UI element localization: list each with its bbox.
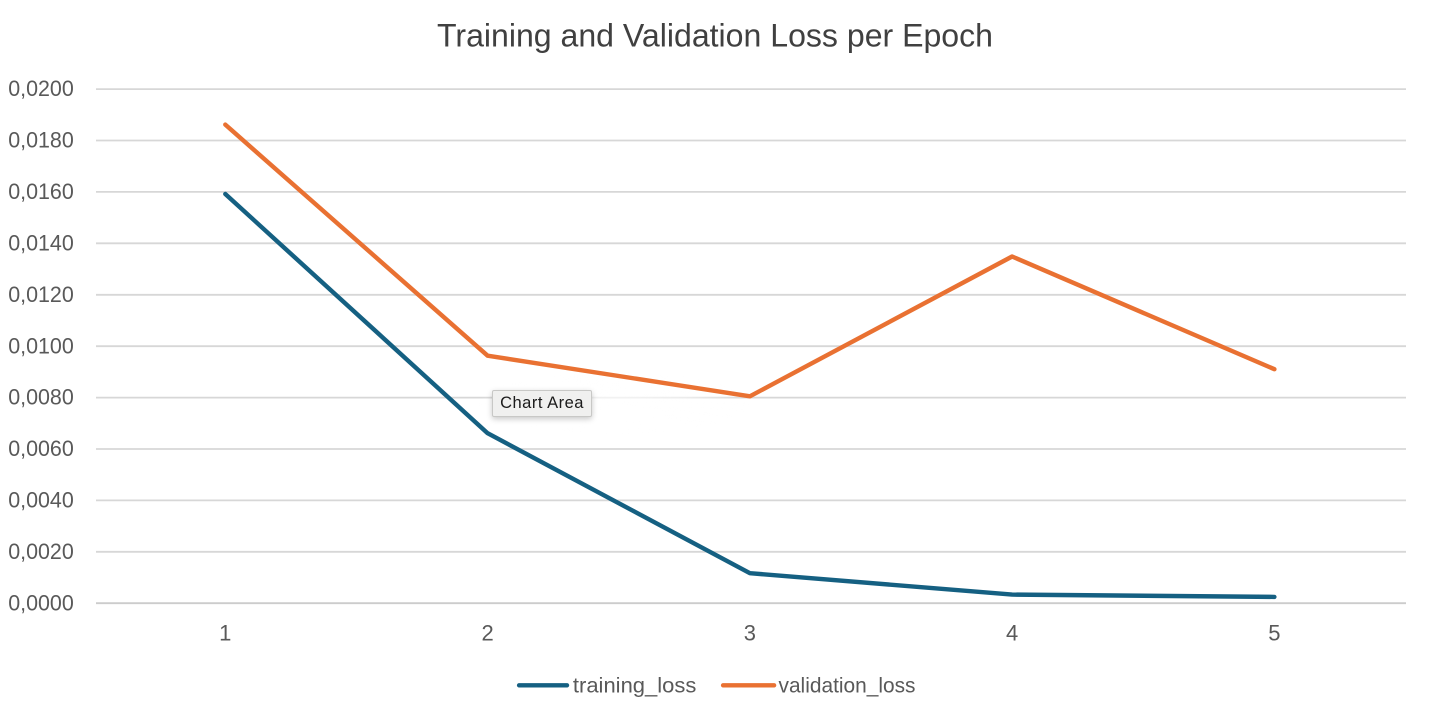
- svg-text:0,0000: 0,0000: [8, 590, 74, 615]
- svg-text:0,0160: 0,0160: [8, 179, 74, 204]
- svg-text:Training and Validation Loss p: Training and Validation Loss per Epoch: [437, 17, 993, 54]
- svg-text:0,0020: 0,0020: [8, 539, 74, 564]
- svg-text:0,0200: 0,0200: [8, 76, 74, 101]
- svg-text:0,0180: 0,0180: [8, 128, 74, 153]
- svg-text:3: 3: [744, 621, 756, 646]
- svg-text:training_loss: training_loss: [573, 675, 697, 698]
- svg-text:validation_loss: validation_loss: [779, 675, 916, 698]
- svg-text:0,0120: 0,0120: [8, 282, 74, 307]
- svg-text:0,0140: 0,0140: [8, 230, 74, 255]
- svg-text:0,0080: 0,0080: [8, 385, 74, 410]
- svg-text:5: 5: [1268, 621, 1280, 646]
- svg-text:4: 4: [1006, 621, 1018, 646]
- svg-text:0,0040: 0,0040: [8, 488, 74, 513]
- svg-text:0,0060: 0,0060: [8, 436, 74, 461]
- svg-text:0,0100: 0,0100: [8, 333, 74, 358]
- svg-text:2: 2: [481, 621, 493, 646]
- svg-text:1: 1: [219, 621, 231, 646]
